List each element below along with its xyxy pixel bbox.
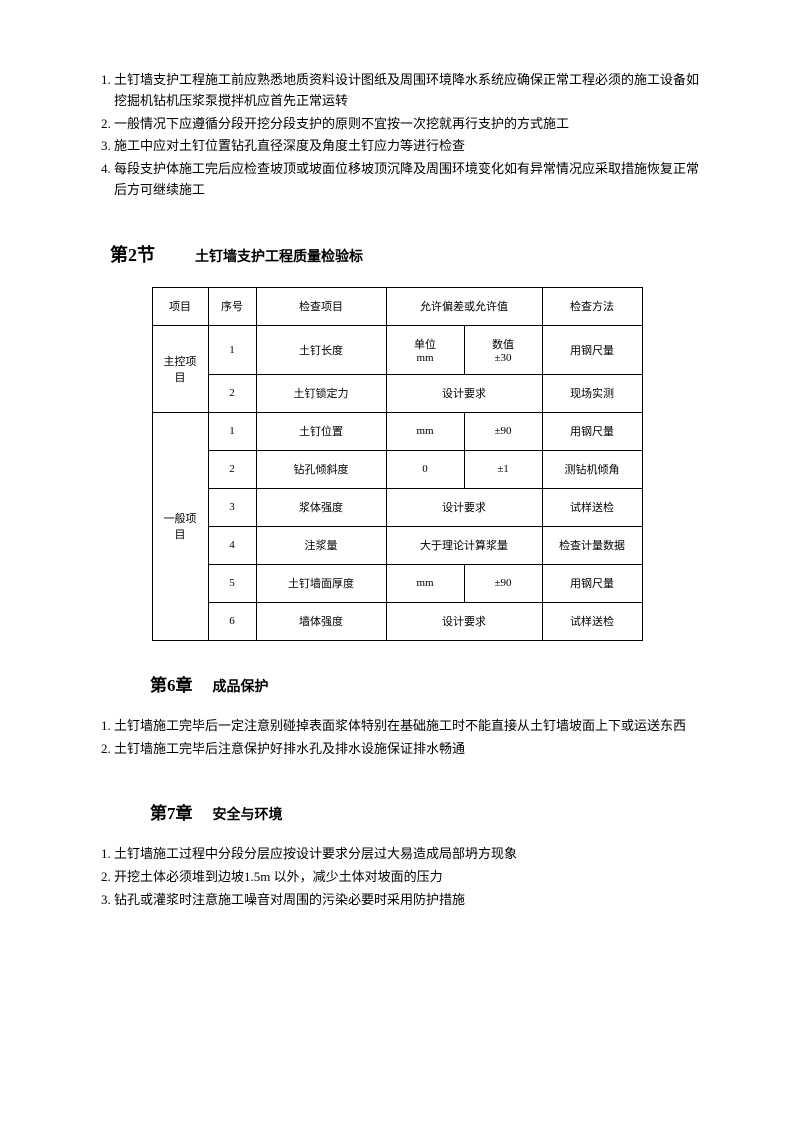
list-item: 一般情况下应遵循分段开挖分段支护的原则不宜按一次挖就再行支护的方式施工 [114, 114, 704, 135]
th-fangfa: 检查方法 [542, 287, 642, 325]
cell-fangfa: 用钢尺量 [542, 412, 642, 450]
cell-jiancha: 注浆量 [256, 526, 386, 564]
chapter-title: 成品保护 [213, 676, 269, 696]
cell-xuhao: 2 [208, 450, 256, 488]
cell-xuhao: 2 [208, 374, 256, 412]
table-row: 4 注浆量 大于理论计算浆量 检查计量数据 [152, 526, 642, 564]
section-2-heading: 第2节 土钉墙支护工程质量检验标 [110, 241, 704, 267]
cell-xuhao: 4 [208, 526, 256, 564]
cell-fangfa: 用钢尺量 [542, 325, 642, 374]
cell-jiancha: 墙体强度 [256, 602, 386, 640]
cell-danwei: 单位mm [386, 325, 464, 374]
cell-fangfa: 检查计量数据 [542, 526, 642, 564]
table-row: 5 土钉墙面厚度 mm ±90 用钢尺量 [152, 564, 642, 602]
list-item: 土钉墙支护工程施工前应熟悉地质资料设计图纸及周围环境降水系统应确保正常工程必须的… [114, 70, 704, 112]
list-item: 开挖土体必须堆到边坡1.5m 以外，减少土体对坡面的压力 [114, 867, 704, 888]
intro-list: 土钉墙支护工程施工前应熟悉地质资料设计图纸及周围环境降水系统应确保正常工程必须的… [90, 70, 704, 201]
section-title: 土钉墙支护工程质量检验标 [195, 246, 363, 266]
cell-shuzhi: ±90 [464, 412, 542, 450]
table-row: 6 墙体强度 设计要求 试样送检 [152, 602, 642, 640]
cell-xuhao: 1 [208, 412, 256, 450]
chapter-6-list: 土钉墙施工完毕后一定注意别碰掉表面浆体特别在基础施工时不能直接从土钉墙坡面上下或… [90, 716, 704, 760]
list-item: 土钉墙施工过程中分段分层应按设计要求分层过大易造成局部坍方现象 [114, 844, 704, 865]
cell-shuzhi: ±1 [464, 450, 542, 488]
cell-jiancha: 土钉锁定力 [256, 374, 386, 412]
th-xuhao: 序号 [208, 287, 256, 325]
chapter-number: 第7章 [150, 799, 193, 824]
cell-xuhao: 5 [208, 564, 256, 602]
chapter-title: 安全与环境 [213, 804, 283, 824]
cell-fangfa: 试样送检 [542, 488, 642, 526]
cell-fangfa: 用钢尺量 [542, 564, 642, 602]
cell-fangfa: 现场实测 [542, 374, 642, 412]
cell-jiancha: 钻孔倾斜度 [256, 450, 386, 488]
table-row: 一般项目 1 土钉位置 mm ±90 用钢尺量 [152, 412, 642, 450]
table-header-row: 项目 序号 检查项目 允许偏差或允许值 检查方法 [152, 287, 642, 325]
table-row: 3 浆体强度 设计要求 试样送检 [152, 488, 642, 526]
cell-xuhao: 3 [208, 488, 256, 526]
cell-danwei: mm [386, 564, 464, 602]
quality-inspection-table: 项目 序号 检查项目 允许偏差或允许值 检查方法 主控项目 1 土钉长度 单位m… [152, 287, 643, 641]
cell-xuhao: 1 [208, 325, 256, 374]
cell-yiban: 一般项目 [152, 412, 208, 640]
cell-jiancha: 土钉位置 [256, 412, 386, 450]
cell-jiancha: 土钉墙面厚度 [256, 564, 386, 602]
section-number: 第2节 [110, 241, 155, 267]
list-item: 土钉墙施工完毕后一定注意别碰掉表面浆体特别在基础施工时不能直接从土钉墙坡面上下或… [114, 716, 704, 737]
list-item: 每段支护体施工完后应检查坡顶或坡面位移坡顶沉降及周围环境变化如有异常情况应采取措… [114, 159, 704, 201]
cell-danwei: 0 [386, 450, 464, 488]
cell-merge: 设计要求 [386, 602, 542, 640]
cell-fangfa: 试样送检 [542, 602, 642, 640]
table-row: 主控项目 1 土钉长度 单位mm 数值±30 用钢尺量 [152, 325, 642, 374]
cell-merge: 设计要求 [386, 488, 542, 526]
cell-jiancha: 浆体强度 [256, 488, 386, 526]
chapter-number: 第6章 [150, 671, 193, 696]
chapter-7-list: 土钉墙施工过程中分段分层应按设计要求分层过大易造成局部坍方现象 开挖土体必须堆到… [90, 844, 704, 910]
cell-zhukong: 主控项目 [152, 325, 208, 412]
cell-merge: 设计要求 [386, 374, 542, 412]
th-yunxu: 允许偏差或允许值 [386, 287, 542, 325]
cell-shuzhi: ±90 [464, 564, 542, 602]
th-jiancha: 检查项目 [256, 287, 386, 325]
chapter-6-heading: 第6章 成品保护 [150, 671, 704, 696]
chapter-7-heading: 第7章 安全与环境 [150, 799, 704, 824]
cell-jiancha: 土钉长度 [256, 325, 386, 374]
table-row: 2 土钉锁定力 设计要求 现场实测 [152, 374, 642, 412]
list-item: 钻孔或灌浆时注意施工噪音对周围的污染必要时采用防护措施 [114, 890, 704, 911]
cell-danwei: mm [386, 412, 464, 450]
cell-shuzhi: 数值±30 [464, 325, 542, 374]
list-item: 施工中应对土钉位置钻孔直径深度及角度土钉应力等进行检查 [114, 136, 704, 157]
list-item: 土钉墙施工完毕后注意保护好排水孔及排水设施保证排水畅通 [114, 739, 704, 760]
quality-table-wrap: 项目 序号 检查项目 允许偏差或允许值 检查方法 主控项目 1 土钉长度 单位m… [90, 287, 704, 641]
cell-merge: 大于理论计算浆量 [386, 526, 542, 564]
th-xiangmu: 项目 [152, 287, 208, 325]
table-row: 2 钻孔倾斜度 0 ±1 测钻机倾角 [152, 450, 642, 488]
cell-fangfa: 测钻机倾角 [542, 450, 642, 488]
cell-xuhao: 6 [208, 602, 256, 640]
